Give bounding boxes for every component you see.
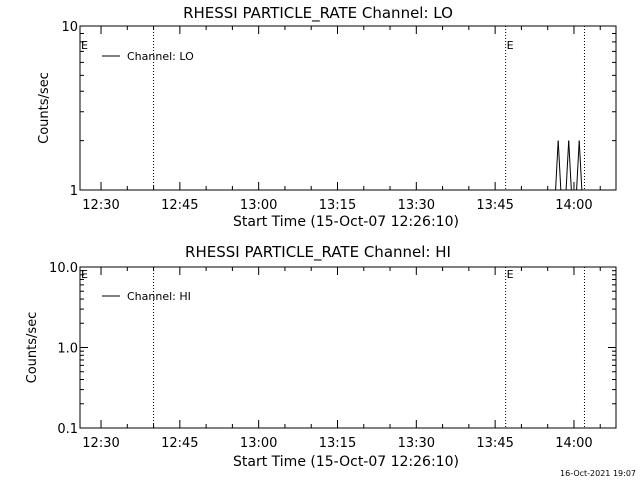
series-line-segment <box>557 140 562 191</box>
x-axis-label: Start Time (15-Oct-07 12:26:10) <box>233 454 459 470</box>
event-label: E <box>81 268 88 281</box>
series-line-segment <box>568 140 572 191</box>
legend-label: Channel: HI <box>127 290 191 303</box>
x-tick-label: 13:30 <box>398 198 435 213</box>
chart-title: RHESSI PARTICLE_RATE Channel: LO <box>183 4 453 23</box>
event-label: E <box>81 39 88 52</box>
event-label: E <box>507 39 514 52</box>
y-tick-label: 0.1 <box>57 422 78 437</box>
x-tick-label: 13:15 <box>319 436 356 451</box>
x-tick-label: 13:30 <box>398 436 435 451</box>
x-tick-label: 13:00 <box>240 436 277 451</box>
x-tick-label: 14:00 <box>555 198 592 213</box>
series-line-segment <box>555 140 559 191</box>
y-axis-label: Counts/sec <box>25 312 40 384</box>
chart-panel-2: RHESSI PARTICLE_RATE Channel: HI 0.1 1.0 10… <box>25 243 617 470</box>
x-tick-label: 13:45 <box>476 198 513 213</box>
x-tick-label: 12:45 <box>161 436 198 451</box>
chart-panel-1: RHESSI PARTICLE_RATE Channel: LO 1 10 12:30… <box>37 4 617 230</box>
footer-timestamp: 16-Oct-2021 19:07 <box>560 469 636 478</box>
x-axis-label: Start Time (15-Oct-07 12:26:10) <box>233 214 459 230</box>
legend-label: Channel: LO <box>127 50 194 63</box>
x-tick-label: 12:30 <box>82 436 119 451</box>
x-tick-label: 14:00 <box>555 436 592 451</box>
y-axis-label: Counts/sec <box>37 72 52 144</box>
x-tick-label: 12:45 <box>161 198 198 213</box>
y-tick-label: 1 <box>70 184 78 199</box>
y-tick-label: 1.0 <box>57 342 78 357</box>
y-tick-label: 10.0 <box>49 261 78 276</box>
y-tick-label: 10 <box>61 20 78 35</box>
plot-frame <box>79 25 617 191</box>
series-line-segment <box>578 140 583 191</box>
x-tick-label: 12:30 <box>82 198 119 213</box>
x-tick-label: 13:00 <box>240 198 277 213</box>
x-tick-label: 13:45 <box>476 436 513 451</box>
chart-title: RHESSI PARTICLE_RATE Channel: HI <box>185 243 451 262</box>
x-tick-label: 13:15 <box>319 198 356 213</box>
event-label: E <box>507 268 514 281</box>
series-line-segment <box>576 140 580 191</box>
series-line-segment <box>565 140 570 191</box>
